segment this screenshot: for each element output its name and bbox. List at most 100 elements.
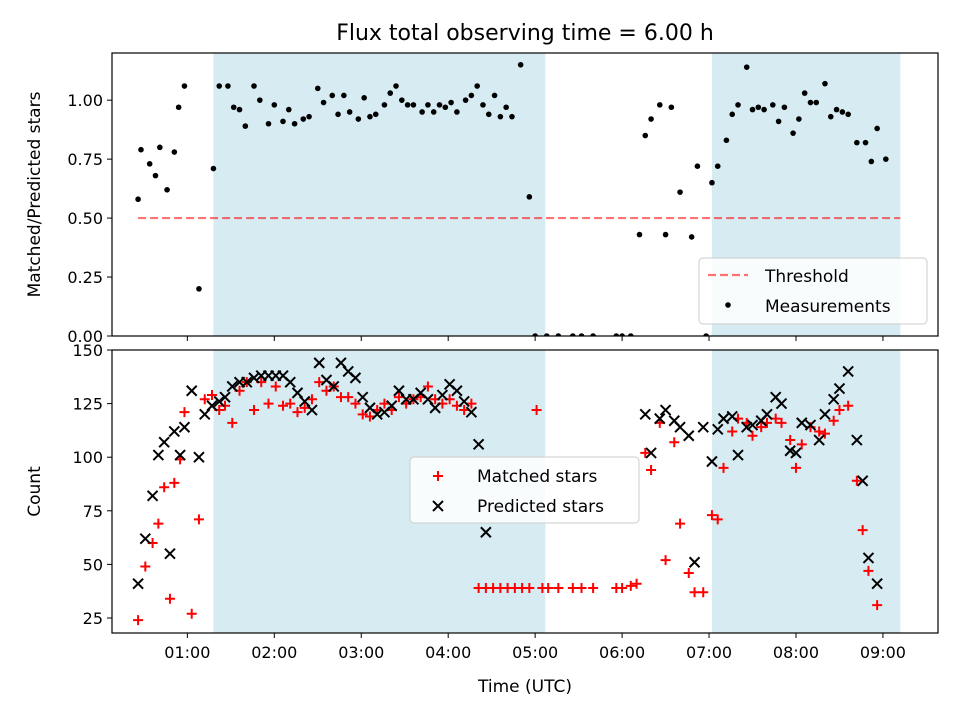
measurement-point (425, 102, 431, 108)
predicted-star-point (871, 577, 883, 590)
measurement-point (399, 97, 405, 103)
y-tick-label: 1.00 (67, 91, 103, 110)
measurement-point (839, 109, 846, 115)
matched-star-point (133, 615, 144, 626)
measurement-point (807, 99, 814, 106)
predicted-star-point (174, 449, 186, 461)
matched-star-point (249, 405, 260, 416)
measurement-point (157, 144, 163, 151)
top-panel: 0.00 0.25 0.50 0.75 1.00 Matched/Predicted st… (25, 52, 939, 346)
measurement-point (135, 196, 141, 203)
measurement-point (216, 83, 223, 89)
measurement-point (770, 102, 776, 108)
matched-star-point (640, 447, 651, 458)
matched-star-point (790, 462, 801, 473)
predicted-star-point (813, 434, 825, 446)
chart-title: Flux total observing time = 6.00 h (336, 21, 714, 46)
predicted-star-point (688, 556, 701, 568)
predicted-star-point (206, 400, 218, 412)
matched-star-point (306, 394, 317, 405)
matched-star-point (776, 417, 787, 428)
predicted-star-point (706, 455, 718, 468)
measurement-point (827, 113, 834, 120)
measurement-point (236, 106, 243, 113)
measurement-point (468, 92, 475, 99)
matched-star-point (706, 510, 717, 521)
matched-star-point (277, 400, 288, 411)
measurement-point (265, 120, 272, 127)
predicted-star-point (152, 449, 165, 461)
measurement-point (709, 179, 715, 186)
matched-star-point (756, 422, 767, 433)
matched-star-point (588, 582, 599, 593)
measurement-point (181, 83, 188, 89)
matched-star-point (314, 377, 325, 388)
matched-star-point (199, 394, 210, 405)
predicted-star-point (226, 380, 238, 393)
measurement-point (662, 231, 669, 238)
measurement-point (694, 163, 701, 169)
y-tick-label: 75 (83, 502, 103, 521)
y-tick-label: 0.00 (67, 327, 103, 346)
y-tick-label: 0.50 (67, 209, 103, 228)
matched-star-point (159, 482, 170, 493)
x-tick-label: 09:00 (860, 643, 906, 662)
matched-star-point (576, 582, 587, 593)
predicted-star-point (775, 397, 788, 410)
x-tick-label: 01:00 (164, 643, 210, 662)
measurement-point (590, 333, 596, 336)
measurement-point (152, 172, 159, 179)
measurement-point (822, 80, 828, 87)
y-axis-label: Matched/Predicted stars (25, 91, 45, 297)
y-tick-label: 25 (83, 609, 103, 628)
matched-star-point (379, 398, 390, 409)
predicted-star-point (654, 412, 666, 425)
predicted-star-point (458, 395, 470, 408)
measurement-point (306, 113, 312, 120)
measurement-point (555, 333, 562, 336)
axes-frame (111, 349, 939, 634)
measurement-point (868, 158, 875, 165)
predicted-star-point (796, 417, 808, 429)
legend-matched-swatch (433, 471, 443, 481)
predicted-star-point (436, 389, 449, 401)
x-tick-label: 06:00 (599, 643, 645, 662)
predicted-star-point (645, 447, 657, 459)
predicted-star-point (726, 410, 738, 423)
predicted-star-point (712, 423, 724, 436)
measurement-point (196, 286, 202, 292)
measurement-point (503, 104, 509, 111)
matched-star-point (169, 477, 180, 488)
matched-star-point (343, 392, 354, 403)
measurement-point (509, 113, 515, 120)
measurement-point (526, 194, 533, 200)
legend: Matched stars Predicted stars (409, 456, 640, 524)
measurement-point (735, 102, 741, 108)
measurement-point (346, 109, 353, 115)
measurement-point (790, 130, 796, 136)
measurement-point (656, 102, 663, 108)
measurement-point (361, 95, 367, 101)
measurement-point (532, 333, 538, 336)
measurement-point (280, 118, 286, 125)
y-tick-label: 125 (72, 395, 103, 414)
predicted-star-point (193, 451, 205, 463)
predicted-star-point (862, 552, 875, 564)
measurement-point (291, 120, 298, 127)
plot-area (135, 53, 901, 336)
y-axis-label: Count (25, 466, 45, 517)
matched-star-point (819, 428, 830, 439)
matched-star-point (646, 465, 657, 476)
matched-star-point (843, 400, 854, 411)
matched-star-point (206, 390, 217, 401)
predicted-star-point (132, 577, 144, 590)
predicted-star-point (856, 475, 869, 487)
measurement-point (419, 109, 425, 115)
matched-star-point (459, 405, 470, 416)
predicted-star-point (717, 412, 730, 425)
matched-star-point (531, 405, 542, 416)
matched-star-point (179, 407, 190, 418)
measurement-point (300, 116, 307, 122)
x-tick-label: 08:00 (773, 643, 819, 662)
